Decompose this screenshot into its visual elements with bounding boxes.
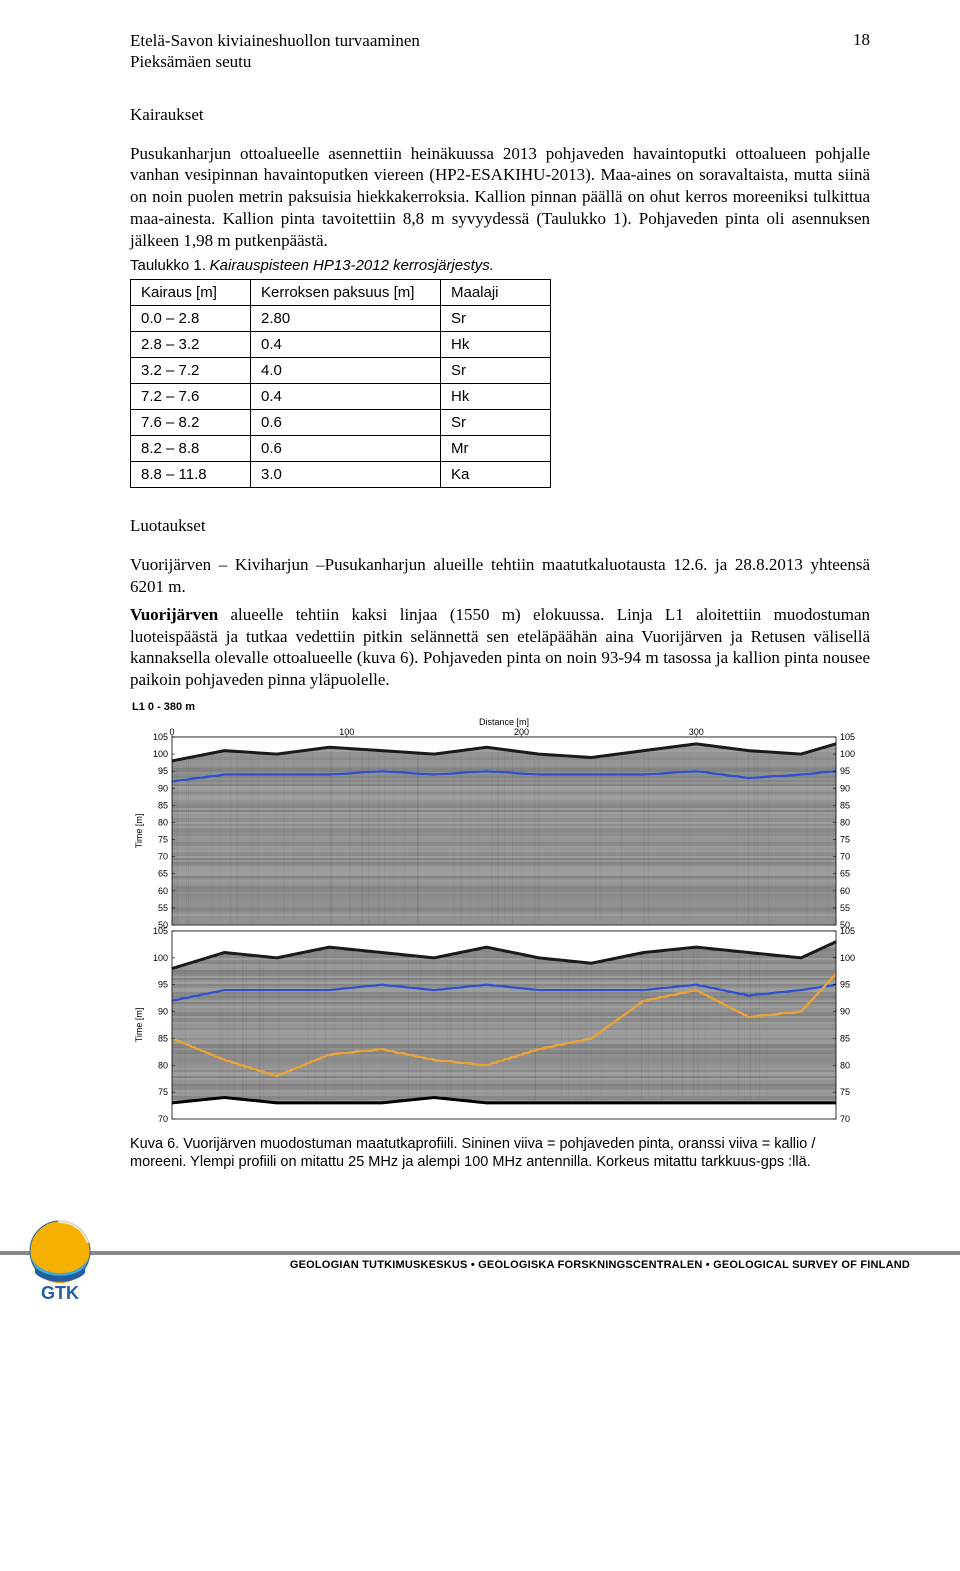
svg-text:80: 80 [158,1060,168,1070]
svg-text:Distance [m]: Distance [m] [479,717,529,727]
table-cell: Mr [441,436,551,462]
footer-text: GEOLOGIAN TUTKIMUSKESKUS • GEOLOGISKA FO… [290,1259,910,1271]
table-row: 7.6 – 8.20.6Sr [131,410,551,436]
table-header-row: Kairaus [m] Kerroksen paksuus [m] Maalaj… [131,280,551,306]
radar-profile-chart: L1 0 - 380 m Distance [m]010020030010510… [130,701,870,1127]
table-cell: 0.4 [251,332,441,358]
table-cell: Sr [441,410,551,436]
table-cell: 0.6 [251,436,441,462]
table-col-1: Kerroksen paksuus [m] [251,280,441,306]
table-cell: 7.6 – 8.2 [131,410,251,436]
table-cell: 0.6 [251,410,441,436]
svg-text:105: 105 [840,732,855,742]
table-cell: Ka [441,462,551,488]
table-cell: 8.2 – 8.8 [131,436,251,462]
table-col-0: Kairaus [m] [131,280,251,306]
svg-text:105: 105 [153,732,168,742]
table-cell: Hk [441,384,551,410]
table-cell: 2.8 – 3.2 [131,332,251,358]
table-row: 3.2 – 7.24.0Sr [131,358,551,384]
svg-text:85: 85 [158,800,168,810]
svg-text:60: 60 [158,886,168,896]
svg-text:55: 55 [840,903,850,913]
svg-text:Time [m]: Time [m] [134,813,144,848]
paragraph-2: Vuorijärven – Kiviharjun –Pusukanharjun … [130,554,870,598]
svg-text:85: 85 [840,1033,850,1043]
table-cell: Sr [441,306,551,332]
svg-text:85: 85 [840,800,850,810]
svg-text:65: 65 [840,868,850,878]
svg-text:80: 80 [840,817,850,827]
table-row: 7.2 – 7.60.4Hk [131,384,551,410]
svg-text:80: 80 [158,817,168,827]
header-line2: Pieksämäen seutu [130,51,420,72]
svg-text:70: 70 [840,1114,850,1124]
paragraph-3: Vuorijärven alueelle tehtiin kaksi linja… [130,604,870,691]
svg-text:75: 75 [840,834,850,844]
table-col-2: Maalaji [441,280,551,306]
svg-text:65: 65 [158,868,168,878]
svg-text:100: 100 [153,953,168,963]
table-cell: 3.2 – 7.2 [131,358,251,384]
svg-text:75: 75 [158,1087,168,1097]
svg-text:60: 60 [840,886,850,896]
svg-text:100: 100 [840,953,855,963]
table-caption: Taulukko 1. Kairauspisteen HP13-2012 ker… [130,257,870,275]
svg-text:95: 95 [158,766,168,776]
table-row: 2.8 – 3.20.4Hk [131,332,551,358]
svg-text:95: 95 [840,979,850,989]
svg-text:80: 80 [840,1060,850,1070]
table-caption-num: Taulukko 1. [130,257,206,274]
svg-text:95: 95 [158,979,168,989]
table-cell: 2.80 [251,306,441,332]
table-cell: Sr [441,358,551,384]
paragraph-1: Pusukanharjun ottoalueelle asennettiin h… [130,143,870,252]
svg-text:105: 105 [840,926,855,936]
table-cell: 0.0 – 2.8 [131,306,251,332]
svg-text:100: 100 [840,749,855,759]
page: Etelä-Savon kiviaineshuollon turvaaminen… [0,0,960,1219]
figure-caption: Kuva 6. Vuorijärven muodostuman maatutka… [130,1135,870,1171]
table-caption-desc: Kairauspisteen HP13-2012 kerrosjärjestys… [210,257,494,274]
header-line1: Etelä-Savon kiviaineshuollon turvaaminen [130,30,420,51]
table-row: 0.0 – 2.82.80Sr [131,306,551,332]
svg-text:75: 75 [840,1087,850,1097]
page-number: 18 [853,30,870,73]
chart-svg: Distance [m]0100200300105105100100959590… [130,715,870,1127]
footer-divider [0,1251,960,1255]
svg-text:70: 70 [158,851,168,861]
svg-text:Time [m]: Time [m] [134,1007,144,1042]
section-kairaukset-title: Kairaukset [130,105,870,125]
svg-text:90: 90 [158,783,168,793]
svg-text:90: 90 [840,1006,850,1016]
gtk-logo: GTK [20,1217,110,1307]
paragraph-3-bold: Vuorijärven [130,605,218,624]
svg-text:105: 105 [153,926,168,936]
header-left: Etelä-Savon kiviaineshuollon turvaaminen… [130,30,420,73]
table-row: 8.8 – 11.83.0Ka [131,462,551,488]
svg-text:95: 95 [840,766,850,776]
logo-text: GTK [41,1283,79,1303]
table-cell: 3.0 [251,462,441,488]
svg-text:85: 85 [158,1033,168,1043]
paragraph-3-rest: alueelle tehtiin kaksi linjaa (1550 m) e… [130,605,870,689]
table-cell: 0.4 [251,384,441,410]
table-cell: 7.2 – 7.6 [131,384,251,410]
svg-text:70: 70 [158,1114,168,1124]
svg-text:90: 90 [158,1006,168,1016]
chart-title: L1 0 - 380 m [132,701,870,713]
svg-text:90: 90 [840,783,850,793]
page-header: Etelä-Savon kiviaineshuollon turvaaminen… [130,30,870,73]
kairaus-table: Kairaus [m] Kerroksen paksuus [m] Maalaj… [130,279,551,488]
svg-text:55: 55 [158,903,168,913]
table-row: 8.2 – 8.80.6Mr [131,436,551,462]
table-cell: Hk [441,332,551,358]
section-luotaukset-title: Luotaukset [130,516,870,536]
table-cell: 8.8 – 11.8 [131,462,251,488]
svg-text:70: 70 [840,851,850,861]
svg-text:100: 100 [153,749,168,759]
svg-text:75: 75 [158,834,168,844]
table-cell: 4.0 [251,358,441,384]
